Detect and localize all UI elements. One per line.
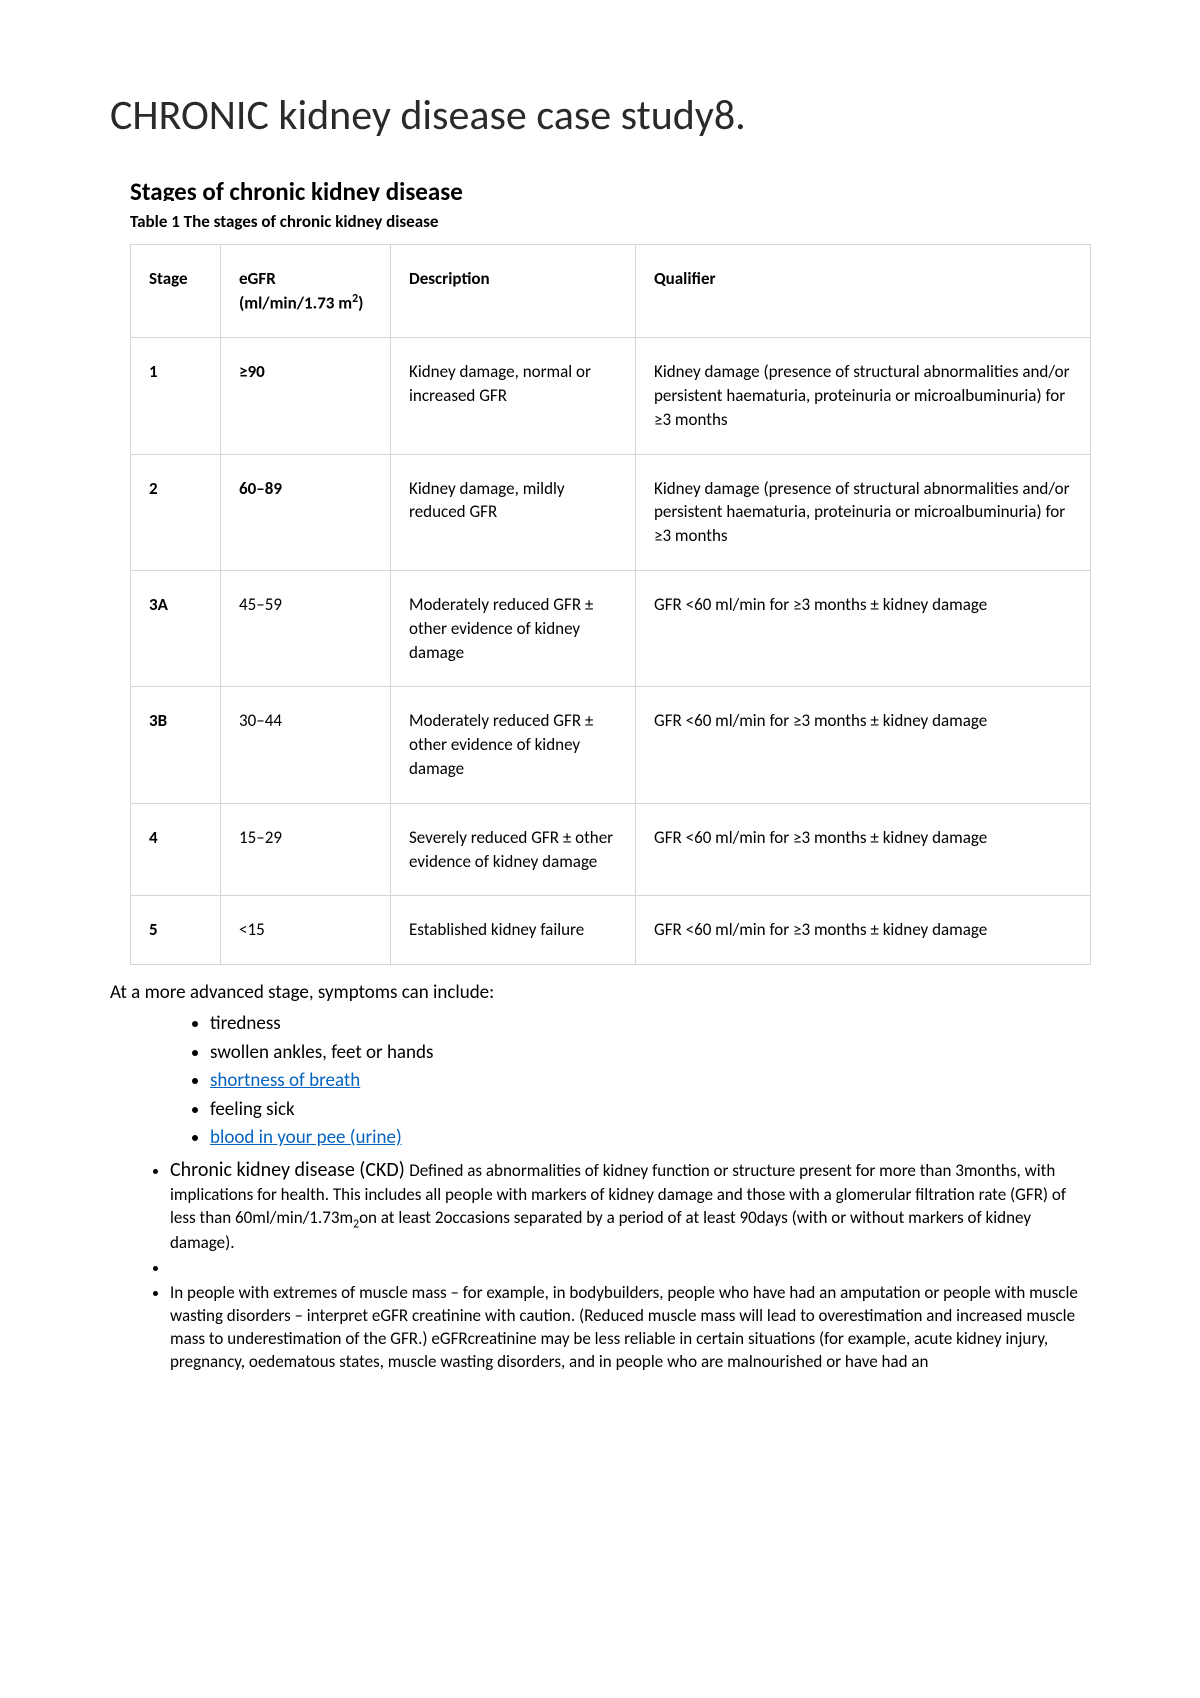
ckd-stages-table: Stage eGFR (ml/min/1.73 m2) Description … — [130, 244, 1091, 965]
cell-qualifier: GFR <60 ml/min for ≥3 months ± kidney da… — [636, 896, 1091, 965]
table-row: 1≥90Kidney damage, normal or increased G… — [131, 338, 1091, 454]
egfr-label: eGFR — [239, 268, 276, 289]
cell-description: Severely reduced GFR ± other evidence of… — [391, 803, 636, 896]
symptom-item: feeling sick — [210, 1096, 1090, 1125]
muscle-mass-note-text: In people with extremes of muscle mass –… — [170, 1282, 1078, 1372]
col-description: Description — [391, 245, 636, 338]
page-title: CHRONIC kidney disease case study8. — [110, 90, 1090, 141]
symptom-link[interactable]: blood in your pee (urine) — [210, 1126, 402, 1149]
notes-list: Chronic kidney disease (CKD) Defined as … — [170, 1157, 1090, 1374]
symptom-link[interactable]: shortness of breath — [210, 1069, 360, 1092]
section-heading: Stages of chronic kidney disease — [130, 175, 1090, 201]
symptoms-list: tirednessswollen ankles, feet or handssh… — [210, 1010, 1090, 1153]
cell-egfr: 45–59 — [221, 571, 391, 687]
cell-stage: 5 — [131, 896, 221, 965]
ckd-definition-lead: Chronic kidney disease (CKD) — [170, 1158, 409, 1182]
col-egfr: eGFR (ml/min/1.73 m2) — [221, 245, 391, 338]
symptom-item: blood in your pee (urine) — [210, 1124, 1090, 1153]
egfr-units-post: ) — [358, 292, 363, 313]
table-row: 5<15Established kidney failureGFR <60 ml… — [131, 896, 1091, 965]
cell-stage: 1 — [131, 338, 221, 454]
document-page: CHRONIC kidney disease case study8. Stag… — [0, 0, 1200, 1698]
cell-qualifier: GFR <60 ml/min for ≥3 months ± kidney da… — [636, 571, 1091, 687]
symptom-item: swollen ankles, feet or hands — [210, 1039, 1090, 1068]
cell-qualifier: Kidney damage (presence of structural ab… — [636, 454, 1091, 570]
cell-egfr: 15–29 — [221, 803, 391, 896]
table-row: 260–89Kidney damage, mildly reduced GFRK… — [131, 454, 1091, 570]
cell-egfr: ≥90 — [221, 338, 391, 454]
table-row: 3A45–59Moderately reduced GFR ± other ev… — [131, 571, 1091, 687]
cell-egfr: 60–89 — [221, 454, 391, 570]
egfr-units-pre: (ml/min/1.73 m — [239, 292, 352, 313]
blank-bullet — [170, 1257, 1090, 1280]
cell-description: Kidney damage, normal or increased GFR — [391, 338, 636, 454]
cell-description: Kidney damage, mildly reduced GFR — [391, 454, 636, 570]
table-caption: Table 1 The stages of chronic kidney dis… — [130, 211, 1090, 232]
symptoms-intro: At a more advanced stage, symptoms can i… — [110, 981, 1090, 1004]
col-stage: Stage — [131, 245, 221, 338]
table-row: 415–29Severely reduced GFR ± other evide… — [131, 803, 1091, 896]
cell-description: Established kidney failure — [391, 896, 636, 965]
cell-egfr: <15 — [221, 896, 391, 965]
cell-stage: 2 — [131, 454, 221, 570]
cell-stage: 4 — [131, 803, 221, 896]
ckd-definition-item: Chronic kidney disease (CKD) Defined as … — [170, 1157, 1090, 1255]
cell-stage: 3A — [131, 571, 221, 687]
cell-qualifier: Kidney damage (presence of structural ab… — [636, 338, 1091, 454]
cell-egfr: 30–44 — [221, 687, 391, 803]
cell-qualifier: GFR <60 ml/min for ≥3 months ± kidney da… — [636, 687, 1091, 803]
table-row: 3B30–44Moderately reduced GFR ± other ev… — [131, 687, 1091, 803]
table-header-row: Stage eGFR (ml/min/1.73 m2) Description … — [131, 245, 1091, 338]
cell-qualifier: GFR <60 ml/min for ≥3 months ± kidney da… — [636, 803, 1091, 896]
cell-description: Moderately reduced GFR ± other evidence … — [391, 571, 636, 687]
symptom-item: shortness of breath — [210, 1067, 1090, 1096]
col-qualifier: Qualifier — [636, 245, 1091, 338]
muscle-mass-note: In people with extremes of muscle mass –… — [170, 1282, 1090, 1374]
symptom-item: tiredness — [210, 1010, 1090, 1039]
cell-stage: 3B — [131, 687, 221, 803]
cell-description: Moderately reduced GFR ± other evidence … — [391, 687, 636, 803]
